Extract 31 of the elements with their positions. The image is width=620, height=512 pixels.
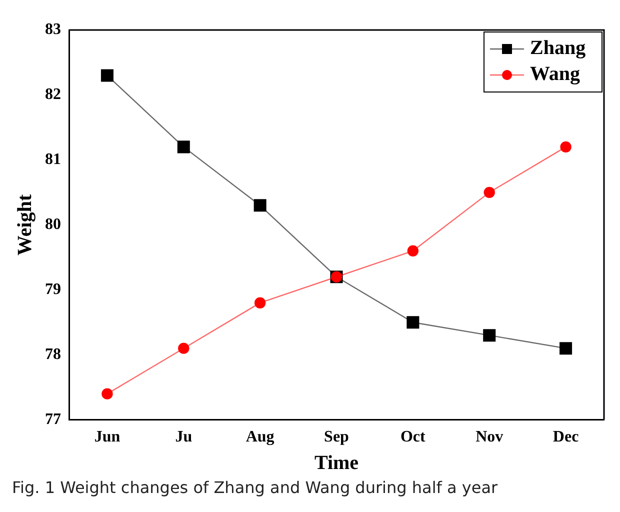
x-axis-title: Time — [314, 452, 359, 474]
x-tick-label: Nov — [476, 428, 504, 446]
point — [406, 316, 420, 329]
point — [178, 342, 190, 354]
y-tick-label: 81 — [45, 151, 61, 168]
x-tick-label: Aug — [246, 428, 274, 446]
point — [100, 69, 114, 82]
x-tick-label: Dec — [552, 428, 579, 446]
caption: Fig. 1 Weight changes of Zhang and Wang during half a year — [12, 478, 499, 497]
x-tick-label: Oct — [400, 428, 426, 446]
point — [102, 388, 113, 400]
y-tick-label: 80 — [45, 216, 61, 234]
point — [484, 186, 495, 198]
x-tick-label: Jun — [94, 428, 120, 446]
x-tick-label: Sep — [324, 428, 350, 446]
x-tick-label: Ju — [175, 428, 192, 446]
y-tick-label: 78 — [45, 346, 61, 363]
y-tick-label: 82 — [45, 86, 61, 104]
legend-label: Wang — [530, 63, 580, 86]
point — [177, 140, 190, 154]
point — [560, 342, 572, 355]
y-tick-label: 79 — [45, 281, 61, 298]
y-tick-label: 83 — [45, 21, 61, 38]
point — [483, 329, 496, 342]
point — [560, 141, 572, 153]
legend-label: Zhang — [530, 37, 586, 60]
y-axis-title: Weight — [14, 194, 36, 256]
point — [254, 297, 266, 308]
y-tick-label: 77 — [45, 410, 61, 428]
point — [407, 245, 419, 256]
point — [254, 199, 266, 212]
